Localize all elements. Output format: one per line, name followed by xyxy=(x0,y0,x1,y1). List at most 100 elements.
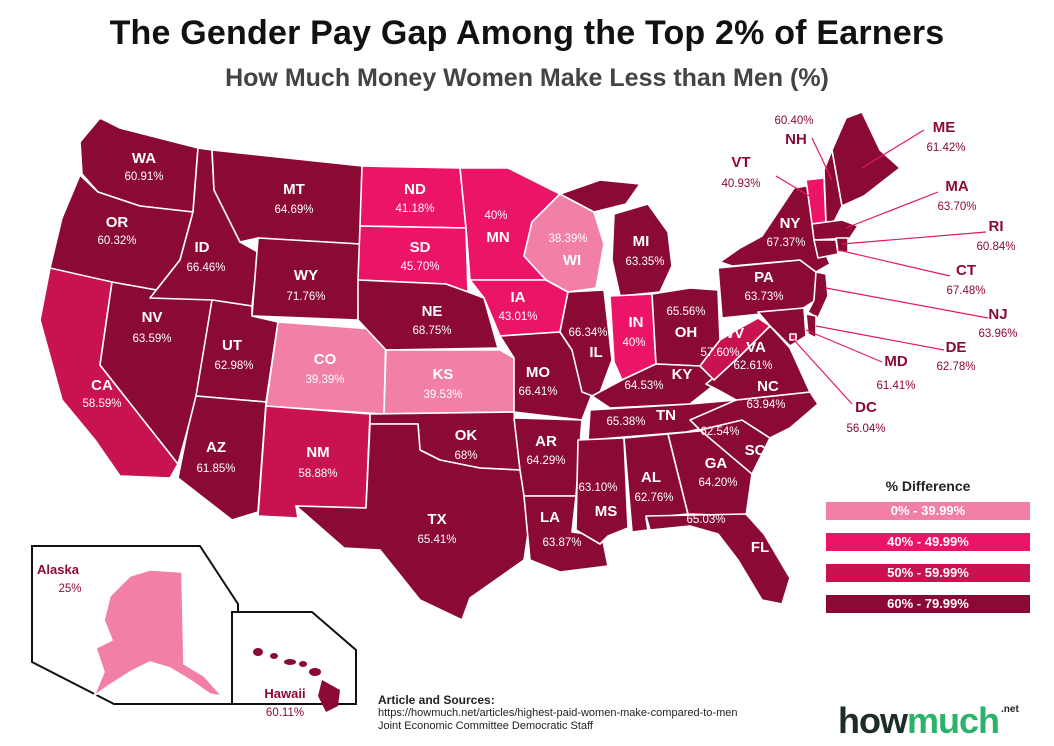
state-de[interactable] xyxy=(805,313,817,339)
label-vt-abbr: VT xyxy=(731,154,750,171)
label-pa-value: 63.73% xyxy=(744,291,783,303)
label-sc-value: 62.54% xyxy=(700,426,739,438)
label-tx-abbr: TX xyxy=(427,511,446,528)
label-wy-abbr: WY xyxy=(294,267,318,284)
label-wv-abbr: WV xyxy=(720,325,744,342)
label-wy-value: 71.76% xyxy=(286,291,325,303)
label-me-value: 61.42% xyxy=(926,142,965,154)
label-tn-value: 65.38% xyxy=(606,416,645,428)
state-il[interactable] xyxy=(559,289,613,399)
label-nm-abbr: NM xyxy=(306,444,329,461)
label-id-value: 66.46% xyxy=(186,262,225,274)
label-or-abbr: OR xyxy=(106,214,129,231)
state-hi[interactable] xyxy=(253,648,340,712)
state-ct[interactable] xyxy=(813,239,839,259)
state-mi[interactable] xyxy=(611,203,673,297)
label-ga-abbr: GA xyxy=(705,455,728,472)
legend-item-0-39: 0% - 39.99% xyxy=(826,502,1030,520)
label-ri-abbr: RI xyxy=(989,218,1004,235)
label-ga-value: 64.20% xyxy=(698,477,737,489)
label-ne-abbr: NE xyxy=(422,303,443,320)
state-fl[interactable] xyxy=(645,513,791,605)
label-ar-value: 64.29% xyxy=(526,455,565,467)
label-az-value: 61.85% xyxy=(196,463,235,475)
label-al-abbr: AL xyxy=(641,469,661,486)
label-ak-value: 25% xyxy=(58,583,81,595)
label-mt-abbr: MT xyxy=(283,181,305,198)
label-sc-abbr: SC xyxy=(745,442,766,459)
label-wi-value: 38.39% xyxy=(548,233,587,245)
label-ut-abbr: UT xyxy=(222,337,242,354)
label-sd-value: 45.70% xyxy=(400,261,439,273)
state-ak[interactable] xyxy=(93,569,223,697)
label-or-value: 60.32% xyxy=(97,235,136,247)
legend-item-40-49: 40% - 49.99% xyxy=(826,533,1030,551)
state-labels: WA 60.91% OR 60.32% CA 58.59% NV 63.59% … xyxy=(82,150,805,556)
label-la-value: 63.87% xyxy=(542,537,581,549)
label-tx-value: 65.41% xyxy=(417,534,456,546)
state-ma[interactable] xyxy=(811,219,859,241)
label-nj-value: 63.96% xyxy=(978,328,1017,340)
label-hi-abbr: Hawaii xyxy=(264,686,305,701)
label-az-abbr: AZ xyxy=(206,439,226,456)
label-sd-abbr: SD xyxy=(410,239,431,256)
label-nh-value: 60.40% xyxy=(774,115,813,127)
label-in-abbr: IN xyxy=(629,314,644,331)
howmuch-logo[interactable]: howmuch .net xyxy=(838,700,1019,742)
label-nh-abbr: NH xyxy=(785,131,807,148)
legend-title: % Difference xyxy=(885,478,971,494)
label-ks-abbr: KS xyxy=(433,366,454,383)
label-mo-value: 66.41% xyxy=(518,386,557,398)
state-me[interactable] xyxy=(831,111,901,207)
state-ri[interactable] xyxy=(835,237,849,253)
label-ky-abbr: KY xyxy=(672,366,693,383)
state-co[interactable] xyxy=(265,321,387,415)
state-nh[interactable] xyxy=(823,149,843,223)
state-dc[interactable] xyxy=(789,333,797,341)
label-wa-value: 60.91% xyxy=(124,171,163,183)
logo-suffix: .net xyxy=(1001,704,1019,715)
label-vt-value: 40.93% xyxy=(721,178,760,190)
label-mo-abbr: MO xyxy=(526,364,550,381)
state-az[interactable] xyxy=(177,395,267,521)
state-la[interactable] xyxy=(523,495,609,573)
state-ne[interactable] xyxy=(357,279,499,351)
label-la-abbr: LA xyxy=(540,509,560,526)
logo-much: much xyxy=(906,700,1000,741)
label-oh-abbr: OH xyxy=(675,324,698,341)
legend-item-50-59: 50% - 59.99% xyxy=(826,564,1030,582)
label-md-abbr: MD xyxy=(884,353,907,370)
external-labels: 60.40% NH ME 61.42% VT 40.93% MA 63.70% … xyxy=(37,115,1017,719)
label-wi-abbr: WI xyxy=(563,252,581,269)
label-nc-value: 63.94% xyxy=(746,399,785,411)
state-wv[interactable] xyxy=(699,317,771,381)
label-ak-abbr: Alaska xyxy=(37,562,80,577)
label-mi-value: 63.35% xyxy=(625,256,664,268)
label-co-value: 39.39% xyxy=(305,374,344,386)
state-mi-up[interactable] xyxy=(559,179,641,213)
label-me-abbr: ME xyxy=(933,119,956,136)
label-dc-value: 56.04% xyxy=(846,423,885,435)
label-mi-abbr: MI xyxy=(633,233,650,250)
state-nm[interactable] xyxy=(257,405,371,519)
label-ca-abbr: CA xyxy=(91,377,113,394)
state-tx[interactable] xyxy=(295,423,531,621)
label-de-value: 62.78% xyxy=(936,361,975,373)
sources: Article and Sources: https://howmuch.net… xyxy=(378,694,738,733)
label-nv-abbr: NV xyxy=(142,309,163,326)
label-mn-abbr: MN xyxy=(486,229,509,246)
label-mt-value: 64.69% xyxy=(274,204,313,216)
label-nm-value: 58.88% xyxy=(298,468,337,480)
label-ny-abbr: NY xyxy=(780,215,801,232)
label-ms-value: 63.10% xyxy=(578,482,617,494)
label-va-value: 62.61% xyxy=(733,360,772,372)
state-nj[interactable] xyxy=(807,271,829,319)
sources-url[interactable]: https://howmuch.net/articles/highest-pai… xyxy=(378,707,738,719)
label-il-abbr: IL xyxy=(589,344,602,361)
label-wa-abbr: WA xyxy=(132,150,156,167)
sources-org: Joint Economic Committee Democratic Staf… xyxy=(378,720,593,732)
label-in-value: 40% xyxy=(622,337,645,349)
label-nj-abbr: NJ xyxy=(988,306,1007,323)
label-oh-value: 65.56% xyxy=(666,306,705,318)
